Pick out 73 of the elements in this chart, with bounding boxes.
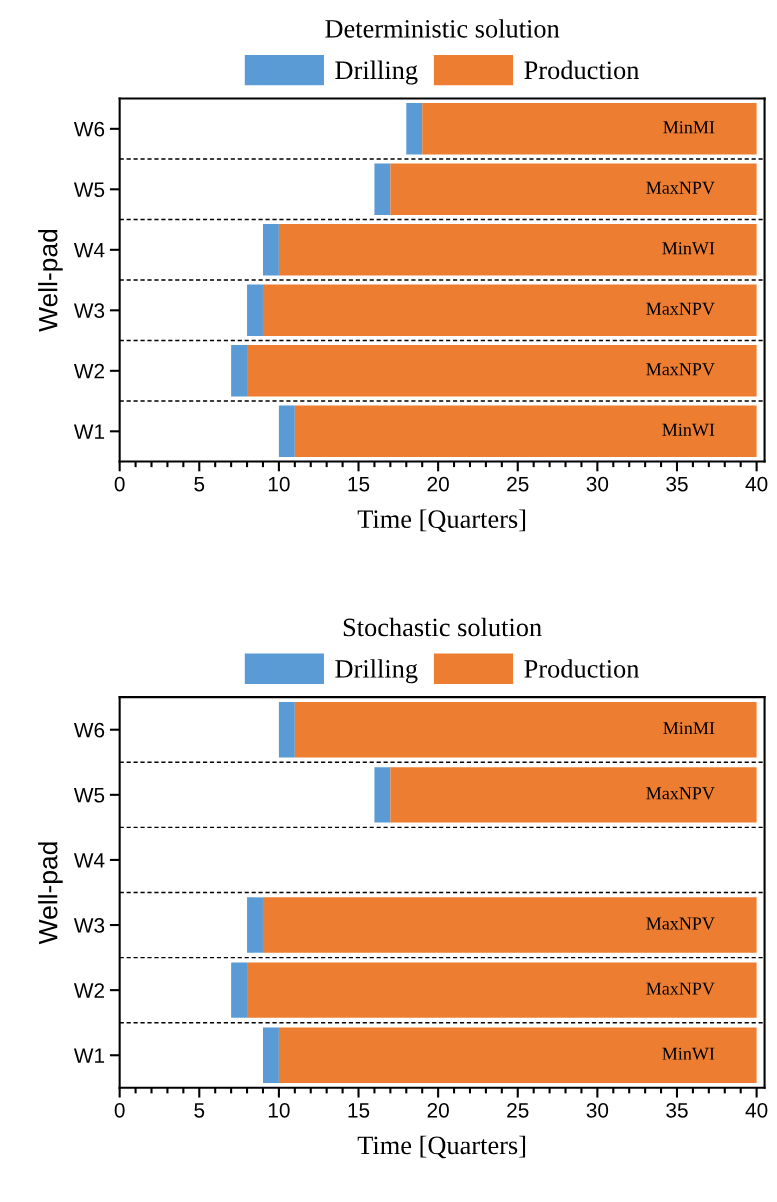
legend-label: Drilling [335, 60, 418, 85]
x-tick-label: 35 [666, 1102, 688, 1118]
x-tick-label: 5 [194, 1103, 205, 1118]
x-tick-label: 40 [745, 476, 768, 492]
x-tick-label: 25 [507, 476, 529, 492]
data-label: MinMI [663, 722, 715, 735]
bar [231, 345, 248, 397]
data-label: MaxNPV [646, 181, 715, 194]
x-tick-label: 0 [114, 476, 125, 492]
x-tick-label: 40 [745, 1102, 768, 1118]
y-tick-label: W2 [73, 983, 105, 998]
legend-label: Production [524, 659, 640, 678]
data-label: MaxNPV [646, 982, 715, 995]
bar [262, 284, 757, 337]
bar [262, 224, 279, 276]
bar [422, 103, 757, 155]
x-axis-title: Time [Quarters] [357, 509, 526, 533]
data-label: MaxNPV [646, 917, 715, 930]
y-tick-label: W3 [73, 303, 105, 319]
x-tick-label: 35 [666, 476, 688, 492]
data-label: MinMI [663, 121, 715, 134]
y-tick-label: W4 [73, 243, 105, 258]
x-tick-label: 10 [268, 476, 290, 492]
x-tick-label: 30 [586, 1102, 609, 1118]
y-axis-title: Well-pad [38, 229, 63, 332]
bar [406, 103, 423, 155]
bar [294, 702, 757, 758]
y-tick-label: W5 [73, 788, 105, 803]
bar [247, 897, 263, 953]
data-label: MaxNPV [646, 787, 715, 800]
bar [390, 767, 757, 823]
bar [247, 284, 263, 337]
x-tick-label: 15 [348, 1103, 370, 1118]
data-label: MinWI [662, 242, 715, 255]
x-tick-label: 0 [114, 1102, 125, 1118]
y-tick-label: W1 [73, 1048, 105, 1063]
bar [278, 405, 295, 458]
y-tick-label: W5 [73, 182, 105, 198]
y-tick-label: W6 [73, 121, 105, 137]
bar [278, 224, 757, 276]
data-label: MaxNPV [646, 302, 715, 315]
x-tick-label: 25 [507, 1102, 529, 1118]
data-label: MinWI [662, 1047, 715, 1060]
legend-label: Drilling [335, 659, 418, 684]
data-label: MaxNPV [646, 363, 715, 376]
x-tick-label: 10 [268, 1102, 290, 1118]
bar [374, 163, 391, 216]
x-tick-label: 30 [586, 476, 609, 492]
x-tick-label: 15 [348, 476, 370, 492]
bar [294, 405, 757, 458]
x-tick-label: 20 [427, 476, 449, 492]
bar [390, 163, 757, 216]
bar [278, 702, 295, 758]
chart-title: Deterministic solution [325, 19, 560, 38]
y-tick-label: W4 [73, 853, 105, 868]
bar [278, 1027, 757, 1083]
x-axis-title: Time [Quarters] [357, 1135, 526, 1159]
x-tick-label: 5 [194, 476, 205, 492]
data-label: MinWI [662, 423, 715, 436]
y-tick-label: W1 [73, 424, 105, 439]
x-tick-label: 20 [427, 1102, 449, 1118]
bar [262, 897, 757, 953]
bar [247, 345, 757, 397]
chart-title: Stochastic solution [343, 617, 542, 637]
bar [262, 1027, 279, 1083]
legend-label: Production [524, 60, 640, 80]
bar [247, 962, 757, 1018]
y-tick-label: W6 [73, 722, 105, 738]
bar [374, 767, 391, 823]
y-tick-label: W3 [73, 918, 105, 933]
y-axis-title: Well-pad [38, 842, 63, 945]
bar [231, 962, 248, 1018]
y-tick-label: W2 [73, 363, 105, 379]
